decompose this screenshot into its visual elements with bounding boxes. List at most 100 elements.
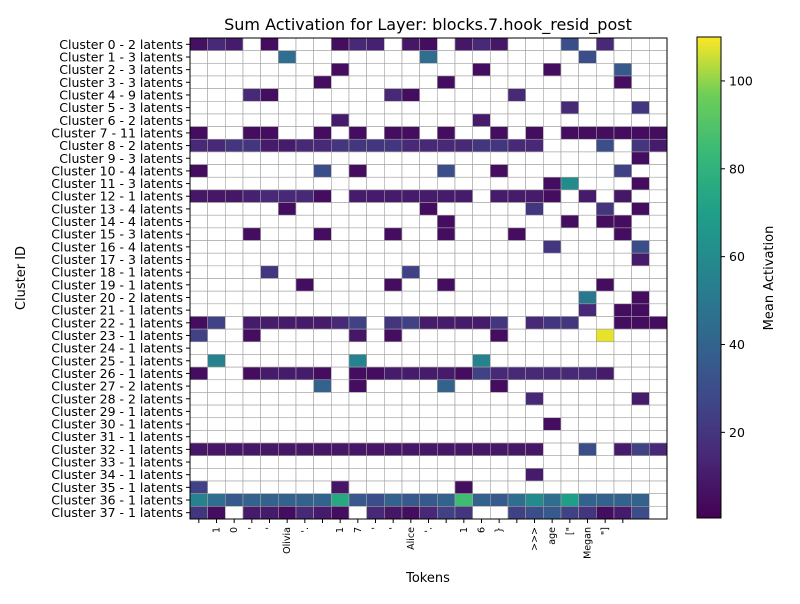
y-tick-label: Cluster 20 - 2 latents [51,290,183,305]
heatmap-cell [384,151,403,165]
heatmap-cell [295,138,314,153]
heatmap-cell [260,303,279,317]
heatmap-cell [260,480,279,494]
heatmap-cell [454,88,473,102]
heatmap-cell [490,63,509,77]
heatmap-cell [649,151,668,165]
heatmap-cell [507,75,526,89]
heatmap-cell [419,265,438,279]
heatmap-cell [437,50,456,64]
heatmap-cell [348,480,367,494]
heatmap-cell [543,430,562,444]
heatmap-cell [437,151,456,165]
heatmap-cell [490,468,509,482]
heatmap-cell [384,63,403,77]
heatmap-cell [313,37,332,51]
heatmap-cell [596,138,615,153]
heatmap-cell [578,176,597,191]
heatmap-cell [278,100,297,115]
heatmap-cell [384,75,403,89]
heatmap-cell [613,404,632,419]
heatmap-cell [649,328,668,343]
heatmap-cell [189,75,208,89]
heatmap-cell [596,278,615,292]
heatmap-cell [437,214,456,229]
heatmap-cell [366,37,385,51]
heatmap-cell [472,278,491,292]
heatmap-cell [631,442,650,457]
heatmap-cell [454,392,473,406]
heatmap-cell [331,113,350,127]
heatmap-cell [225,50,244,64]
heatmap-cell [437,506,456,520]
heatmap-cell [490,88,509,102]
heatmap-cell [649,468,668,482]
heatmap-cell [242,151,261,165]
heatmap-cell [525,202,544,216]
heatmap-cell [242,468,261,482]
heatmap-cell [401,176,420,191]
y-tick-label: Cluster 34 - 1 latents [51,467,183,482]
heatmap-cell [225,392,244,406]
heatmap-cell [401,442,420,457]
heatmap-cell [313,75,332,89]
heatmap-cell [313,189,332,203]
heatmap-cell [596,290,615,305]
heatmap-cell [225,63,244,77]
heatmap-cell [366,354,385,368]
heatmap-cell [454,151,473,165]
heatmap-cell [525,379,544,393]
heatmap-cell [366,328,385,343]
heatmap-cell [437,366,456,381]
heatmap-cell [490,214,509,229]
heatmap-cell [348,417,367,431]
heatmap-cell [225,303,244,317]
heatmap-cell [525,50,544,64]
heatmap-cell [401,290,420,305]
heatmap-cell [578,303,597,317]
heatmap-cell [348,442,367,457]
heatmap-cell [649,341,668,355]
heatmap-cell [507,189,526,203]
heatmap-cell [366,278,385,292]
heatmap-cell [295,227,314,241]
heatmap-cell [560,113,579,127]
heatmap-cell [578,113,597,127]
heatmap-cell [613,113,632,127]
heatmap-cell [649,404,668,419]
heatmap-cell [189,113,208,127]
heatmap-cell [454,100,473,115]
heatmap-cell [560,50,579,64]
heatmap-cell [295,404,314,419]
heatmap-cell [384,366,403,381]
heatmap-cell [278,252,297,267]
heatmap-cell [384,404,403,419]
heatmap-cell [419,480,438,494]
heatmap-cell [507,37,526,51]
heatmap-cell [543,341,562,355]
heatmap-cell [631,493,650,507]
heatmap-cell [543,100,562,115]
heatmap-cell [384,328,403,343]
heatmap-cell [525,164,544,178]
heatmap-cell [472,240,491,254]
heatmap-cell [384,430,403,444]
heatmap-cell [454,63,473,77]
heatmap-cell [189,138,208,153]
heatmap-cell [507,164,526,178]
heatmap-cell [507,88,526,102]
heatmap-cell [207,455,226,469]
heatmap-cell [242,379,261,393]
heatmap-cell [295,316,314,330]
heatmap-cell [242,392,261,406]
heatmap-cell [596,63,615,77]
heatmap-cell [525,341,544,355]
heatmap-cell [525,417,544,431]
heatmap-cell [384,392,403,406]
heatmap-cell [507,417,526,431]
heatmap-cell [596,392,615,406]
heatmap-cell [578,366,597,381]
heatmap-cell [613,50,632,64]
heatmap-cell [560,328,579,343]
